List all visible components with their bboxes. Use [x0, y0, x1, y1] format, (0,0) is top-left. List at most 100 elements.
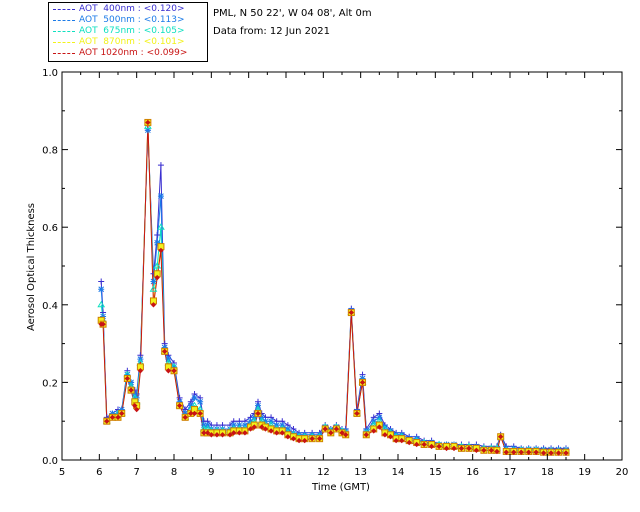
x-tick-label: 5 — [59, 467, 65, 478]
data-point — [393, 431, 400, 438]
data-point — [255, 410, 261, 417]
data-point — [191, 410, 198, 417]
data-point — [301, 437, 308, 444]
series-line — [100, 126, 566, 452]
x-tick-label: 15 — [429, 467, 442, 478]
y-tick-label: 0.0 — [42, 456, 58, 467]
data-point — [204, 430, 211, 436]
x-tick-label: 10 — [242, 467, 255, 478]
data-point — [115, 414, 121, 421]
data-point — [406, 439, 412, 446]
x-tick-label: 8 — [171, 467, 177, 478]
data-point — [188, 410, 194, 417]
data-point — [494, 448, 500, 455]
data-point — [466, 445, 472, 452]
data-point — [176, 402, 183, 409]
data-point — [137, 368, 144, 374]
data-point — [145, 119, 151, 126]
data-point — [322, 426, 328, 432]
data-point — [382, 432, 388, 438]
data-point — [104, 418, 110, 424]
axes-layer: 5 6 7 8 9 10 11 12 13 14 15 16 17 18 19 20 0.0 0.2 0.4 0.6 0… — [42, 68, 628, 478]
data-point — [342, 427, 349, 434]
data-point — [98, 286, 105, 293]
data-point — [348, 309, 355, 316]
data-point — [381, 424, 388, 431]
data-point — [436, 443, 442, 450]
data-point — [413, 435, 420, 442]
x-tick-label: 7 — [133, 467, 139, 478]
data-point — [387, 427, 394, 434]
data-point — [316, 431, 323, 438]
x-tick-label: 6 — [96, 467, 102, 478]
data-point — [124, 375, 131, 382]
data-point — [98, 278, 105, 285]
data-point — [197, 410, 203, 417]
data-point — [296, 437, 302, 444]
data-point — [458, 445, 465, 452]
data-point — [363, 427, 370, 434]
data-point — [149, 285, 158, 292]
data-point — [124, 371, 131, 378]
data-point — [197, 398, 204, 405]
legend-line — [53, 53, 75, 54]
data-point — [339, 430, 345, 436]
data-point — [428, 443, 435, 450]
data-point — [511, 449, 517, 455]
series-line — [101, 122, 566, 454]
x-tick-label: 13 — [354, 467, 367, 478]
data-point — [119, 410, 125, 417]
data-point — [309, 431, 316, 438]
data-point — [309, 435, 315, 442]
legend-label: AOT 1020nm : <0.099> — [79, 48, 188, 58]
x-axis-label: Time (GMT) — [311, 482, 370, 493]
y-axis-label: Aerosol Optical Thickness — [26, 203, 37, 331]
series-line — [100, 122, 566, 453]
legend-label: AOT 870nm : <0.101> — [79, 37, 185, 47]
x-tick-label: 17 — [504, 467, 517, 478]
data-point — [242, 430, 248, 436]
data-point — [109, 414, 116, 421]
data-point — [208, 432, 215, 438]
x-tick-label: 18 — [541, 467, 554, 478]
data-point — [182, 414, 188, 421]
data-point — [97, 300, 106, 308]
data-point — [273, 430, 280, 436]
legend-line — [53, 31, 75, 32]
y-tick-label: 1.0 — [42, 68, 58, 79]
data-point — [213, 425, 220, 432]
data-point — [481, 447, 487, 454]
data-point — [153, 262, 162, 269]
legend-item-400nm: AOT 400nm : <0.120> — [49, 4, 207, 15]
data-point — [503, 449, 509, 455]
data-point — [497, 434, 504, 440]
data-point — [359, 379, 366, 386]
data-point — [201, 430, 207, 436]
data-point — [548, 450, 554, 456]
data-point — [488, 447, 495, 454]
data-point — [157, 223, 165, 230]
data-point — [268, 428, 274, 434]
data-point — [387, 434, 394, 440]
legend-item-1020nm: AOT 1020nm : <0.099> — [49, 48, 207, 59]
legend-label: AOT 400nm : <0.120> — [79, 4, 185, 14]
x-tick-label: 14 — [392, 467, 405, 478]
y-tick-label: 0.6 — [42, 223, 58, 234]
data-point — [214, 432, 220, 438]
data-point — [150, 302, 157, 308]
data-point — [333, 426, 340, 432]
data-point — [525, 449, 532, 455]
data-point — [518, 449, 524, 455]
data-point — [171, 363, 177, 370]
data-point — [316, 435, 323, 442]
data-point — [247, 426, 254, 432]
data-point — [100, 321, 106, 327]
data-point — [128, 387, 134, 393]
data-point — [399, 437, 405, 444]
data-point — [157, 162, 164, 169]
x-tick-label: 9 — [208, 467, 214, 478]
x-tick-label: 12 — [317, 467, 330, 478]
legend: AOT 400nm : <0.120> AOT 500nm : <0.113> … — [48, 2, 208, 62]
data-point — [259, 424, 265, 430]
data-point — [443, 445, 450, 452]
